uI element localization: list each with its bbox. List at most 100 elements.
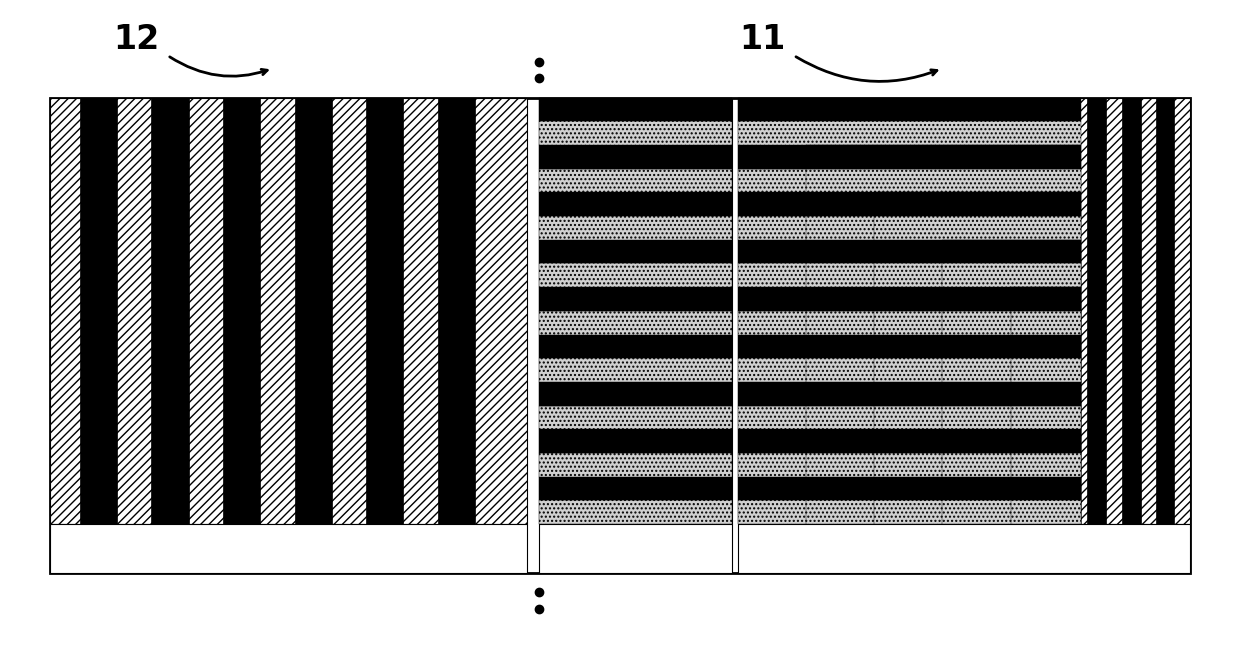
Bar [942,453,1081,477]
Bar [806,216,1081,240]
Bar [539,287,732,311]
Bar [539,193,732,216]
Text: 11: 11 [739,23,786,55]
Bar [738,335,1081,358]
Bar [539,145,732,169]
Bar [151,98,188,524]
Bar [942,240,1081,264]
Bar [1011,453,1081,477]
Bar [738,311,1081,335]
Bar [295,98,332,524]
Bar [806,264,1081,287]
Bar [874,477,1081,501]
Bar [1011,429,1081,453]
Bar [1011,287,1081,311]
Bar [738,216,1081,240]
Bar [806,145,1081,169]
Bar [806,429,1081,453]
Bar [806,311,1081,335]
Bar [539,98,732,524]
Bar [539,264,732,287]
Bar [539,524,732,573]
Bar [1011,501,1081,524]
Bar [738,98,1190,524]
Bar [50,98,527,524]
Bar [942,335,1081,358]
Bar [806,406,1081,429]
Bar [942,382,1081,406]
Bar [806,335,1081,358]
Bar [942,429,1081,453]
Bar [1122,98,1141,524]
Bar [50,98,1190,573]
Bar [738,145,1081,169]
Bar [874,193,1081,216]
Bar [539,169,732,193]
Bar [539,240,732,264]
Bar [874,216,1081,240]
Bar [1011,477,1081,501]
Bar [806,477,1081,501]
Bar [50,524,527,573]
Bar [539,382,732,406]
Bar [539,501,732,524]
Bar [738,406,1081,429]
Bar [806,453,1081,477]
Bar [1011,311,1081,335]
Bar [942,358,1081,382]
Bar [874,429,1081,453]
Bar [738,264,1081,287]
Bar [942,287,1081,311]
Bar [1011,335,1081,358]
Bar [806,169,1081,193]
Bar [738,429,1081,453]
Bar [874,264,1081,287]
Bar [738,501,1081,524]
Bar [874,406,1081,429]
Bar [738,453,1081,477]
Bar [539,216,732,240]
Bar [539,121,732,145]
Bar [806,287,1081,311]
Bar [1087,98,1106,524]
Bar [539,406,732,429]
Bar [738,477,1081,501]
Bar [1011,382,1081,406]
Bar [738,358,1081,382]
Bar [539,358,732,382]
Bar [942,406,1081,429]
Bar [874,240,1081,264]
Bar [874,358,1081,382]
Bar [223,98,260,524]
Bar [539,453,732,477]
Bar [366,98,403,524]
Bar [438,98,475,524]
Bar [942,311,1081,335]
Bar [539,429,732,453]
Bar [942,264,1081,287]
Bar [738,121,1081,145]
Bar [1156,98,1174,524]
Bar [539,98,732,121]
Bar [738,98,1081,121]
Bar [942,477,1081,501]
Bar [1011,358,1081,382]
Bar [874,311,1081,335]
Bar [1011,406,1081,429]
Bar [738,193,1081,216]
Text: 12: 12 [113,23,160,55]
Bar [874,501,1081,524]
Bar [539,311,732,335]
Bar [738,240,1081,264]
Bar [874,382,1081,406]
Bar [806,240,1081,264]
Bar [874,453,1081,477]
Bar [806,501,1081,524]
Bar [738,382,1081,406]
Bar [738,524,1190,573]
Bar [806,193,1081,216]
Bar [942,501,1081,524]
Bar [738,169,1081,193]
Bar [738,287,1081,311]
Bar [539,335,732,358]
